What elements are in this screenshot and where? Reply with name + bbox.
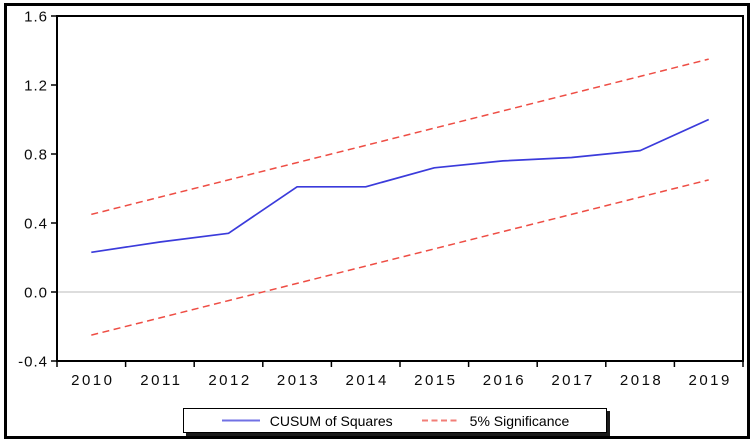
x-tick-label: 2010 (71, 372, 114, 389)
legend-item-cusum: CUSUM of Squares (221, 413, 393, 429)
x-tick-label: 2013 (277, 372, 320, 389)
legend-label-cusum: CUSUM of Squares (269, 412, 393, 429)
y-tick-label: 0.0 (24, 285, 48, 302)
y-tick-label: 0.8 (24, 147, 48, 164)
x-tick-label: 2019 (689, 372, 732, 389)
legend-label-significance: 5% Significance (469, 412, 570, 429)
y-tick-label: 1.6 (24, 9, 48, 26)
legend: CUSUM of Squares 5% Significance (183, 408, 607, 433)
y-tick-label: 1.2 (24, 78, 48, 95)
x-tick-label: 2014 (346, 372, 389, 389)
x-tick-label: 2017 (551, 372, 594, 389)
x-tick-label: 2011 (140, 372, 182, 389)
series-line-5-significance-lower-bound (91, 179, 709, 336)
series-line-5-significance-upper-bound (91, 58, 709, 216)
figure-border (4, 3, 750, 439)
y-tick-label: 0.4 (24, 216, 48, 233)
cusum-line-key-icon (221, 419, 260, 422)
legend-item-significance: 5% Significance (421, 412, 570, 429)
y-tick-label: -0.4 (18, 354, 48, 371)
x-tick-label: 2015 (414, 372, 457, 389)
x-tick-label: 2016 (483, 372, 526, 389)
series-line-cusum-of-squares (91, 118, 710, 254)
significance-dashed-line-key-icon (421, 419, 460, 422)
plot-frame (56, 15, 744, 362)
x-tick-label: 2012 (208, 372, 251, 389)
x-tick-label: 2018 (620, 372, 663, 389)
